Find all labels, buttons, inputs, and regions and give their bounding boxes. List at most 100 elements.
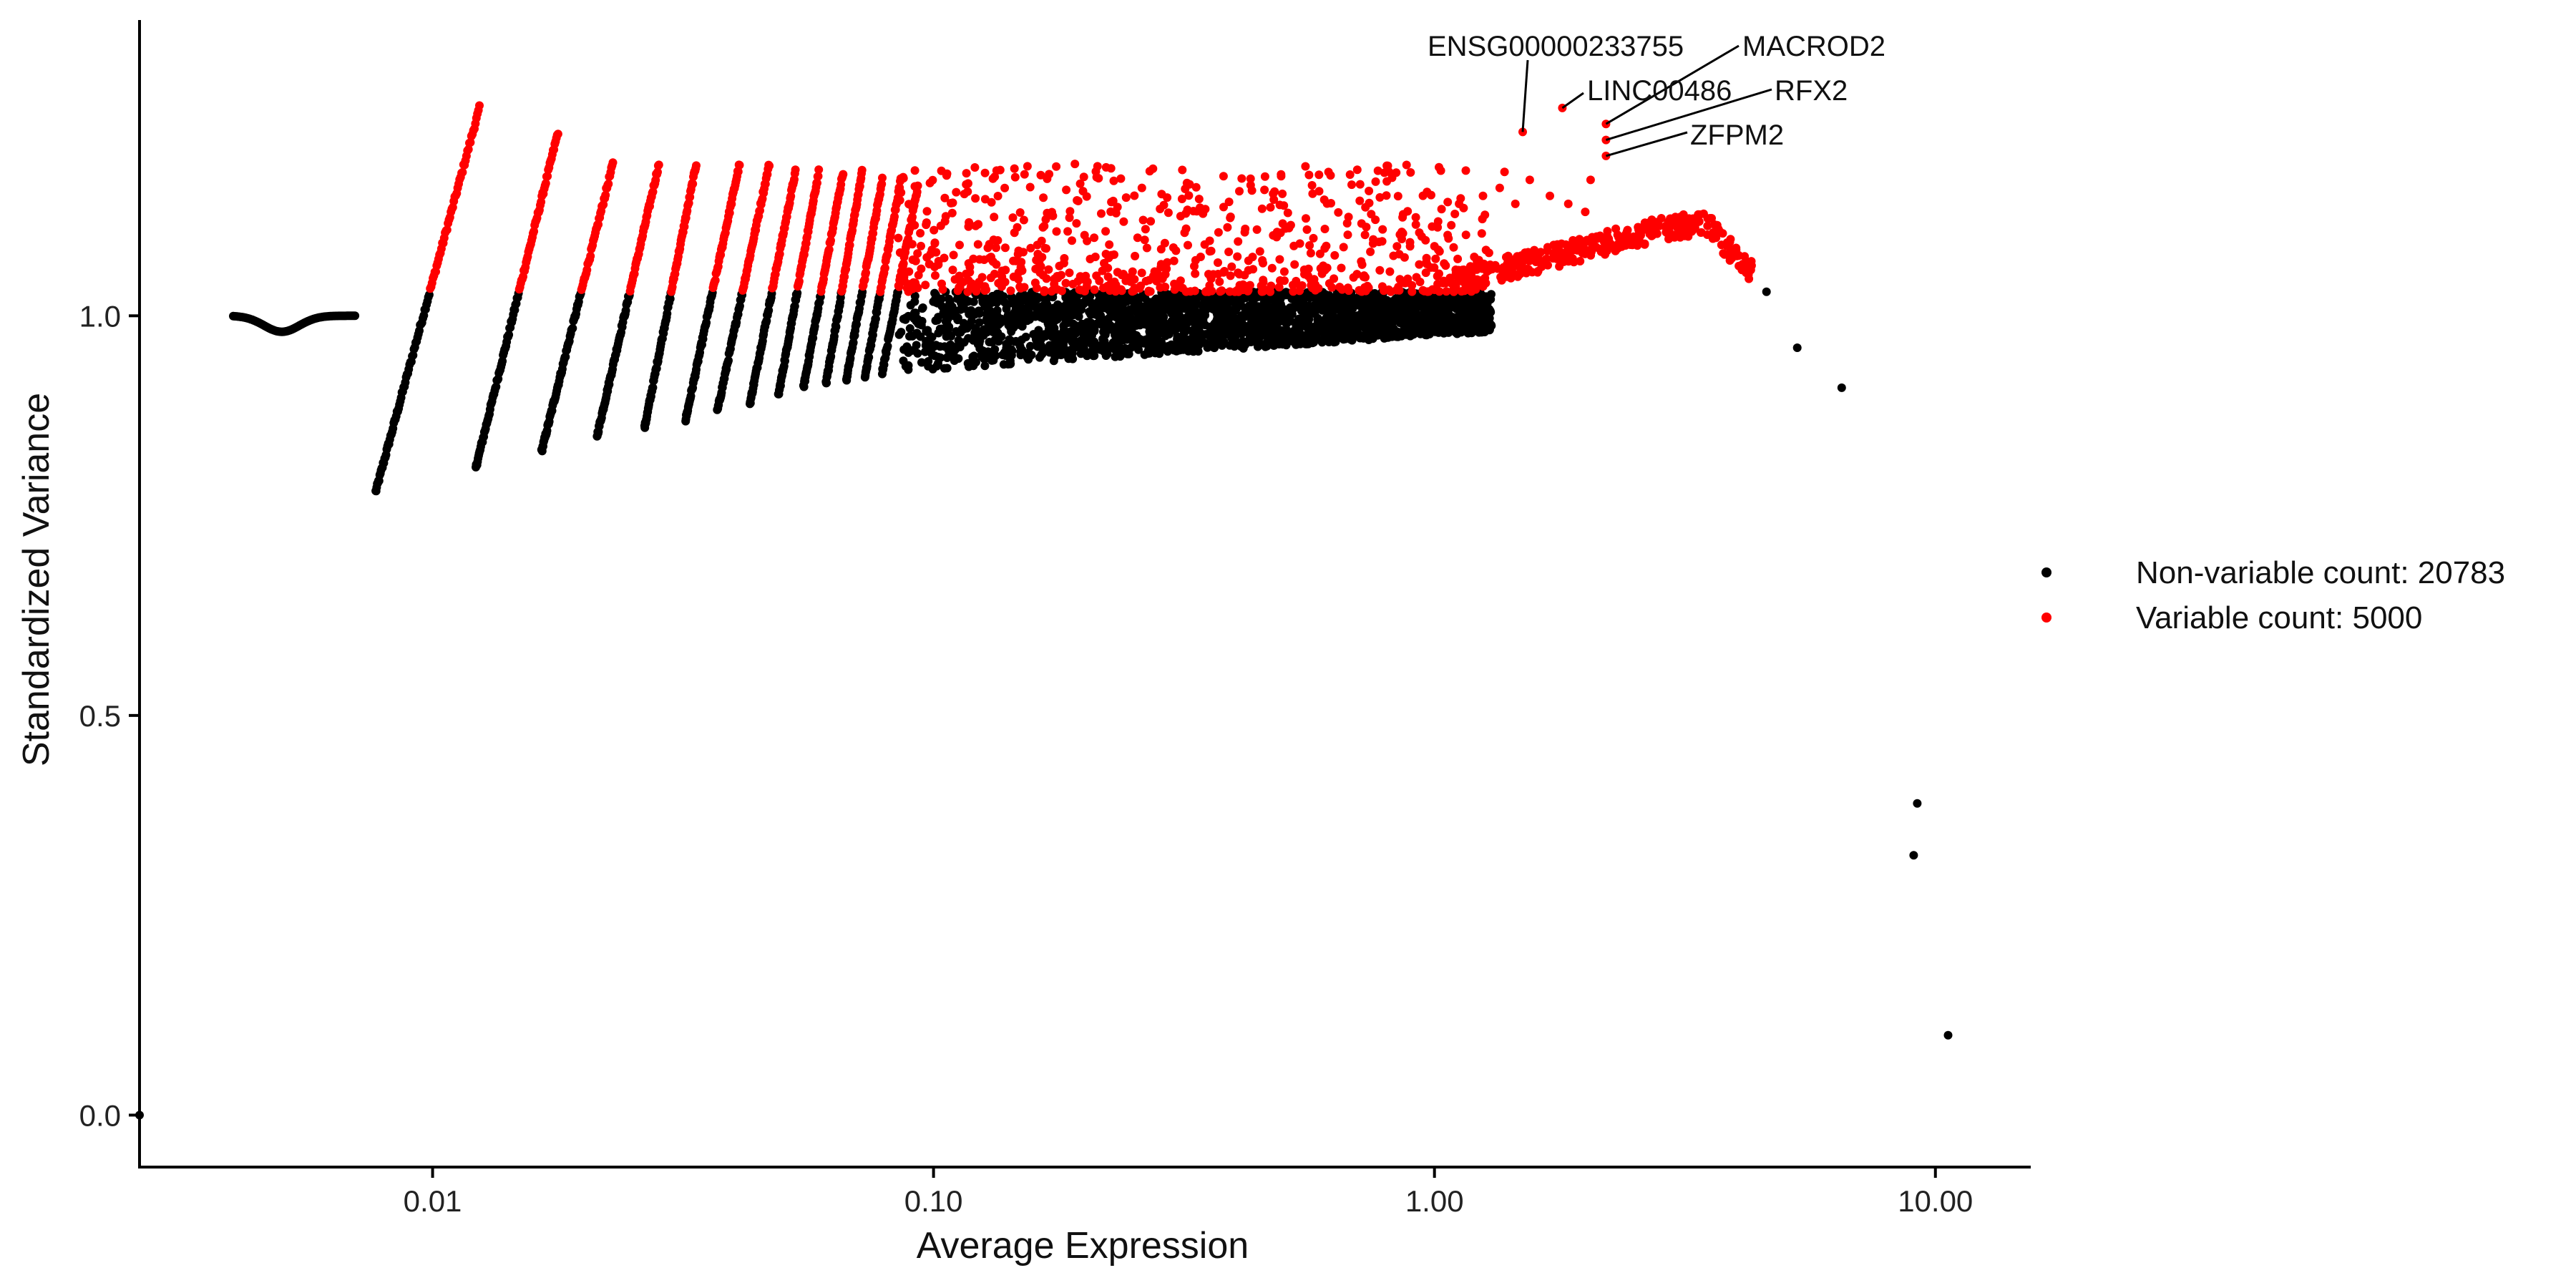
data-point — [1586, 175, 1595, 185]
data-point — [1015, 208, 1025, 217]
data-point — [1065, 207, 1075, 216]
data-point — [1433, 217, 1443, 226]
data-point — [985, 240, 994, 249]
data-point — [1093, 343, 1102, 352]
data-point — [1244, 256, 1253, 265]
data-point — [1137, 268, 1146, 278]
data-point — [1045, 170, 1054, 179]
data-point — [831, 322, 841, 331]
data-point — [1305, 241, 1314, 250]
data-point — [1230, 313, 1239, 323]
data-point — [894, 233, 903, 243]
data-point — [1177, 195, 1186, 203]
data-point — [1437, 205, 1446, 214]
data-point — [1740, 260, 1750, 269]
data-point — [910, 291, 919, 301]
data-point — [1178, 283, 1187, 293]
data-point — [905, 332, 914, 341]
series-variable — [426, 101, 1756, 296]
data-point — [1360, 271, 1369, 280]
data-point — [880, 263, 889, 273]
data-point — [824, 245, 834, 254]
data-point — [1246, 174, 1255, 183]
data-point — [1400, 253, 1409, 262]
data-point — [1106, 295, 1116, 304]
data-point — [1661, 222, 1670, 231]
data-point — [1762, 287, 1771, 296]
data-point — [1640, 239, 1649, 248]
data-point — [910, 182, 919, 191]
data-point — [1146, 217, 1156, 226]
data-point — [1697, 228, 1705, 237]
data-point — [1072, 219, 1081, 228]
data-point — [897, 188, 906, 197]
data-point — [1447, 220, 1456, 230]
data-point — [1629, 239, 1638, 248]
data-point — [1525, 256, 1534, 265]
data-point — [1023, 353, 1032, 362]
gene-label-leader — [1561, 92, 1584, 109]
data-point — [1043, 300, 1052, 309]
data-point — [1043, 346, 1052, 355]
data-point — [1415, 278, 1425, 286]
data-point — [994, 337, 1003, 346]
data-point — [1088, 310, 1097, 318]
data-point — [1249, 265, 1258, 274]
data-point — [1046, 319, 1055, 328]
data-point — [862, 268, 870, 278]
data-point — [955, 283, 964, 292]
data-point — [1601, 135, 1611, 145]
data-point — [1161, 344, 1169, 353]
data-point — [1171, 309, 1180, 318]
data-point — [1158, 274, 1167, 283]
data-point — [1203, 343, 1212, 352]
data-point — [1217, 286, 1226, 296]
data-point — [934, 257, 943, 265]
data-point — [1302, 214, 1310, 223]
data-point — [857, 165, 867, 175]
data-point — [1718, 229, 1727, 238]
data-point — [1318, 303, 1327, 313]
data-point — [1006, 359, 1015, 369]
data-point — [1302, 225, 1312, 234]
data-point — [1461, 230, 1470, 240]
data-point — [1275, 328, 1284, 338]
data-point — [897, 328, 906, 337]
data-point — [1194, 195, 1204, 204]
data-point — [814, 165, 824, 175]
data-point — [1433, 280, 1443, 288]
data-point — [990, 172, 1000, 182]
data-point — [1290, 260, 1299, 269]
data-point — [1138, 314, 1147, 323]
data-point — [1076, 349, 1085, 358]
data-point — [1332, 304, 1342, 313]
data-point — [1163, 193, 1172, 203]
data-point — [1104, 305, 1113, 314]
data-point — [1563, 199, 1573, 208]
data-point — [1276, 294, 1285, 303]
data-point — [1344, 286, 1353, 296]
data-point — [1241, 224, 1250, 233]
data-point — [1355, 333, 1364, 341]
data-point — [791, 165, 800, 175]
data-point — [1007, 327, 1016, 336]
data-point — [1455, 199, 1464, 208]
data-point — [1370, 289, 1380, 298]
data-point — [1314, 170, 1324, 180]
data-point — [1276, 301, 1285, 310]
data-point — [1326, 335, 1335, 344]
data-point — [1411, 213, 1420, 222]
data-point — [1315, 249, 1324, 258]
data-point — [1117, 286, 1126, 296]
data-point — [1460, 286, 1469, 296]
data-point — [1117, 344, 1126, 353]
series-non-variable — [135, 287, 1953, 1120]
data-point — [1025, 341, 1035, 351]
data-point — [1513, 252, 1522, 261]
data-point — [1101, 250, 1111, 258]
data-point — [947, 198, 955, 208]
data-point — [1030, 278, 1040, 288]
data-point — [895, 248, 904, 257]
data-point — [1708, 234, 1717, 243]
data-point — [1004, 343, 1013, 353]
